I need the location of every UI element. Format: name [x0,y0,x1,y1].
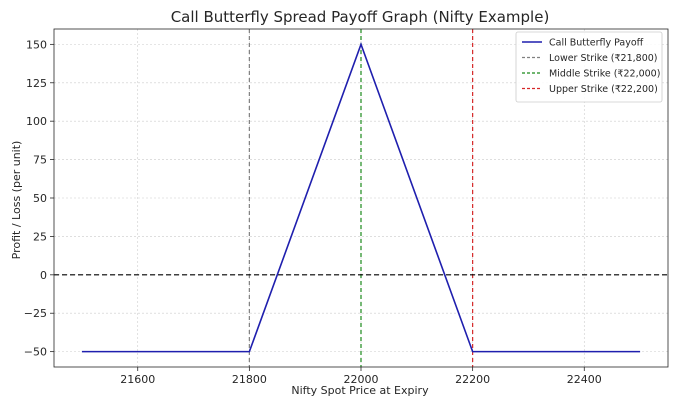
x-tick-label: 22400 [567,373,602,386]
y-tick-label: 125 [26,77,47,90]
series-line [81,42,641,353]
legend-label: Lower Strike (₹21,800) [549,53,658,64]
reference-lines [54,29,668,367]
legend-box [515,31,663,103]
x-axis-label: Nifty Spot Price at Expiry [291,384,429,397]
ticks: 21600 21800 22000 22200 22400 −50 −25 0 25 50 75 10… [24,38,602,386]
legend-label: Middle Strike (₹22,000) [549,69,660,80]
x-tick-label: 22000 [344,373,379,386]
y-tick-label: 150 [26,38,47,51]
y-tick-label: 75 [33,154,47,167]
legend-label: Upper Strike (₹22,200) [549,84,658,95]
series-layer [81,42,641,353]
x-tick-label: 22200 [455,373,490,386]
y-tick-label: −25 [24,307,47,320]
legend-label: Call Butterfly Payoff [549,38,644,49]
y-tick-label: 100 [26,115,47,128]
y-tick-label: −50 [24,346,47,359]
y-tick-label: 0 [40,269,47,282]
y-tick-label: 50 [33,192,47,205]
y-axis-label: Profit / Loss (per unit) [10,141,23,260]
x-tick-label: 21600 [120,373,155,386]
x-tick-label: 21800 [232,373,267,386]
chart-title: Call Butterfly Spread Payoff Graph (Nift… [171,8,550,26]
legend: Call Butterfly Payoff Lower Strike (₹21,8… [515,31,663,103]
y-tick-label: 25 [33,230,47,243]
